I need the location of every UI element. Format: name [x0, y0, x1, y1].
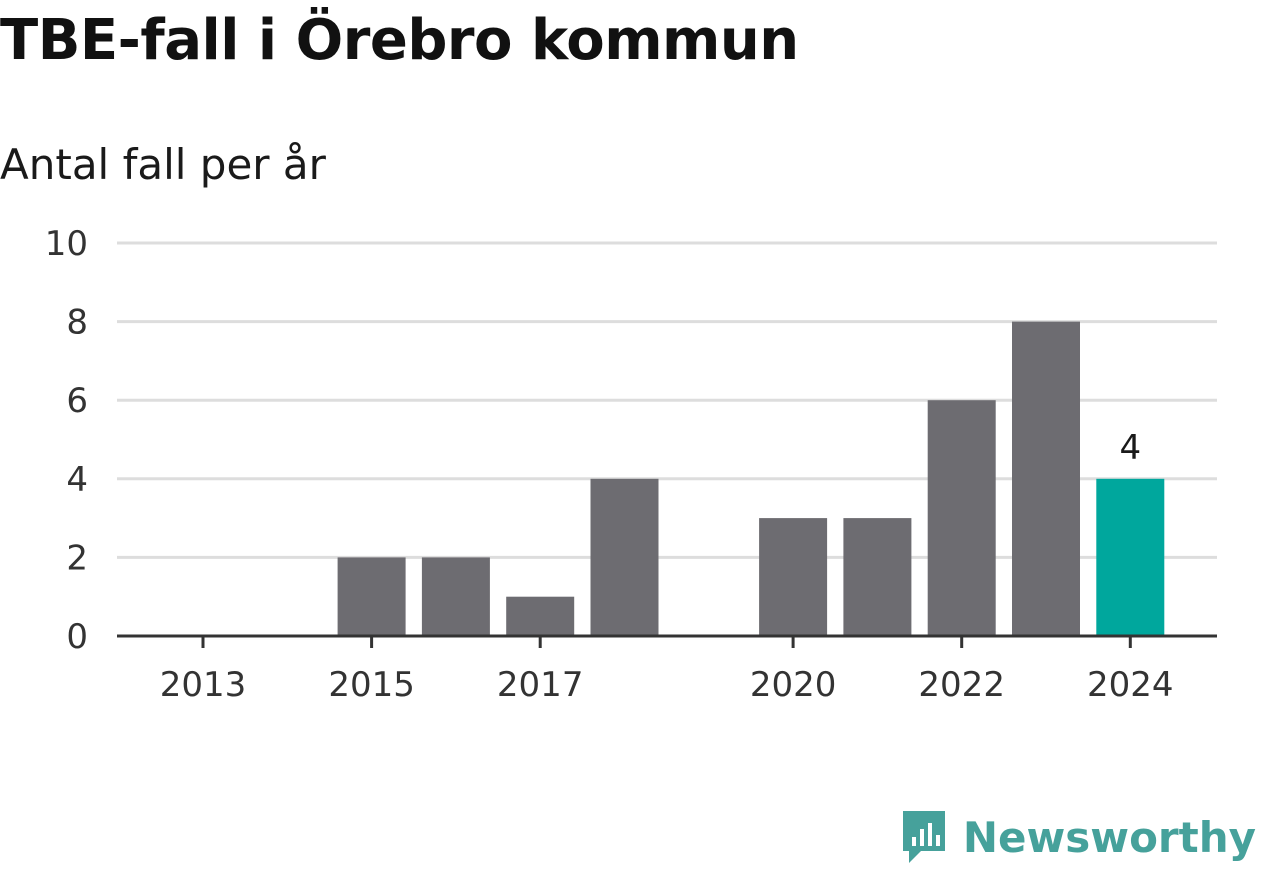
x-tick-label: 2013 — [160, 665, 247, 705]
x-tick-label: 2024 — [1087, 665, 1174, 705]
bar-2022 — [927, 400, 996, 636]
chart-subtitle: Antal fall per år — [0, 140, 326, 189]
newsworthy-logo-icon — [902, 811, 945, 863]
y-tick-label: 8 — [66, 303, 88, 343]
bar-2021 — [843, 518, 912, 636]
x-tick-label: 2017 — [497, 665, 584, 705]
y-tick-label: 2 — [66, 538, 88, 578]
x-tick-label: 2015 — [328, 665, 415, 705]
bar-2020 — [759, 518, 828, 636]
y-tick-label: 10 — [45, 224, 88, 264]
bar-2018 — [590, 478, 659, 636]
brand-name: Newsworthy — [962, 812, 1256, 862]
brand-logo: Newsworthy — [899, 807, 1256, 867]
bar-2023 — [1012, 321, 1080, 636]
data-label: 4 — [1119, 428, 1141, 468]
chart-title: TBE-fall i Örebro kommun — [0, 8, 799, 73]
x-tick-label: 2020 — [750, 665, 837, 705]
y-tick-label: 4 — [66, 460, 88, 500]
bar-2017 — [506, 596, 575, 636]
y-tick-label: 6 — [66, 381, 88, 421]
x-tick-label: 2022 — [918, 665, 1005, 705]
bar-2015 — [337, 557, 406, 636]
y-tick-label: 0 — [66, 617, 88, 657]
bar-2024 — [1096, 478, 1165, 636]
bar-2016 — [421, 557, 490, 636]
